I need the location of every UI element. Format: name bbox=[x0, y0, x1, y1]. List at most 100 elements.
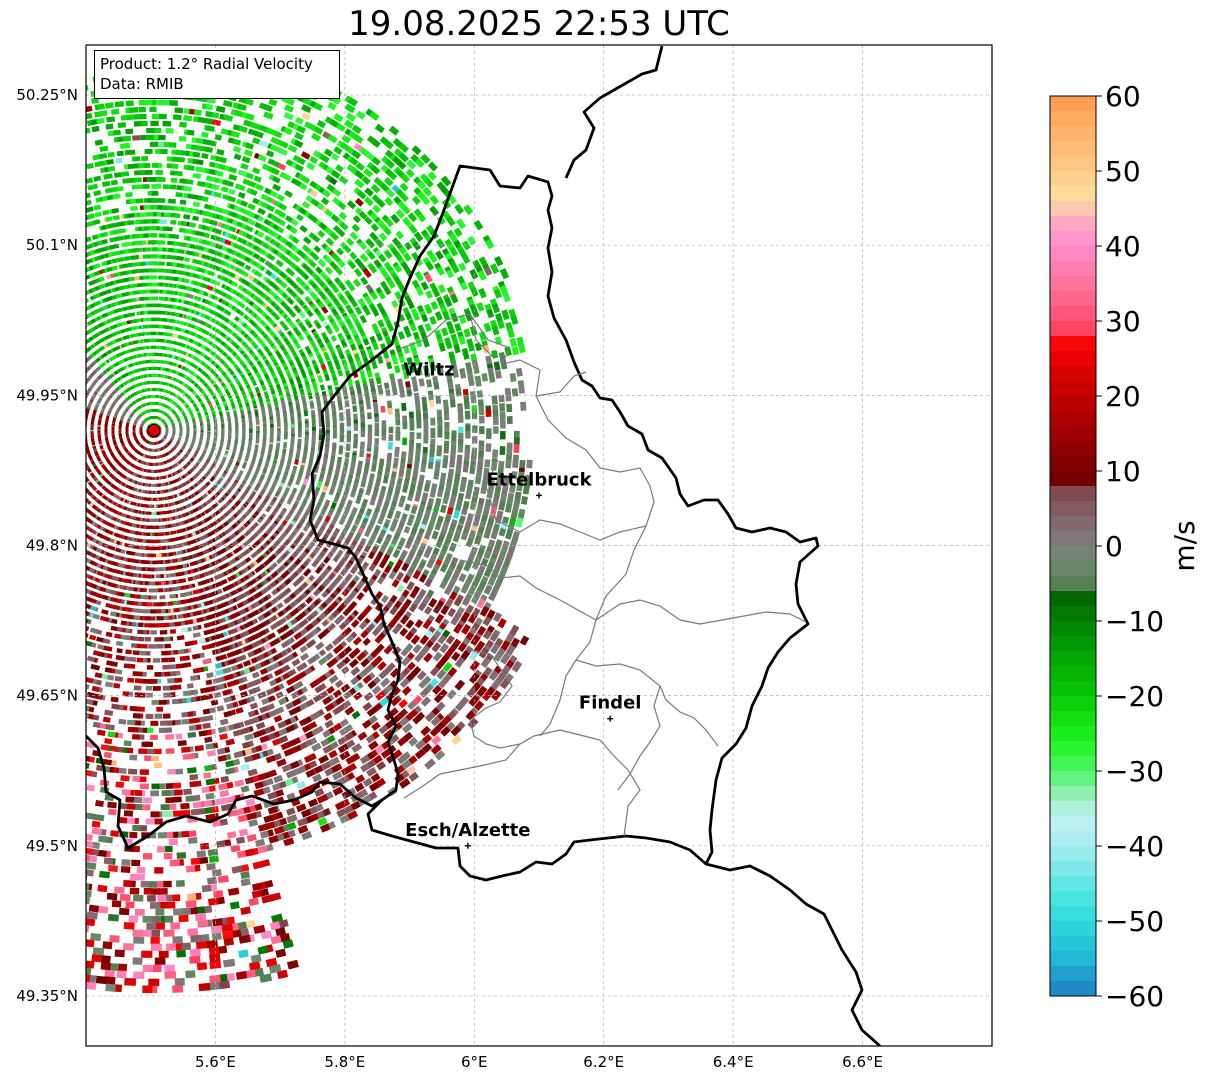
velocity-gate bbox=[346, 445, 351, 451]
velocity-gate bbox=[442, 460, 448, 469]
velocity-gate bbox=[175, 171, 183, 176]
velocity-gate bbox=[157, 198, 165, 203]
velocity-gate bbox=[290, 442, 294, 449]
velocity-gate bbox=[450, 399, 456, 407]
velocity-gate bbox=[513, 444, 519, 453]
velocity-gate bbox=[283, 442, 287, 448]
velocity-gate bbox=[154, 128, 161, 133]
velocity-gate bbox=[367, 412, 372, 419]
velocity-gate bbox=[479, 426, 484, 434]
velocity-gate bbox=[170, 220, 176, 225]
velocity-gate bbox=[402, 422, 407, 429]
velocity-gate bbox=[519, 460, 525, 469]
velocity-gate bbox=[326, 422, 330, 428]
velocity-gate bbox=[171, 178, 178, 183]
velocity-gate bbox=[277, 422, 281, 427]
velocity-gate bbox=[180, 200, 187, 205]
velocity-gate bbox=[162, 121, 171, 127]
velocity-gate bbox=[158, 247, 163, 251]
velocity-gate bbox=[407, 390, 413, 397]
velocity-gate bbox=[492, 395, 498, 404]
velocity-gate bbox=[177, 157, 185, 163]
velocity-gate bbox=[394, 450, 399, 457]
velocity-gate bbox=[499, 446, 505, 455]
velocity-gate bbox=[284, 434, 288, 439]
velocity-gate bbox=[475, 476, 482, 484]
velocity-gate bbox=[396, 433, 401, 441]
velocity-gate bbox=[366, 403, 371, 409]
velocity-gate bbox=[186, 179, 193, 185]
velocity-gate bbox=[472, 436, 478, 444]
velocity-gate bbox=[465, 431, 470, 438]
velocity-gate bbox=[465, 411, 471, 420]
velocity-gate bbox=[353, 442, 358, 448]
velocity-gate bbox=[512, 458, 519, 468]
velocity-gate bbox=[359, 449, 364, 457]
velocity-gate bbox=[368, 434, 372, 440]
velocity-gate bbox=[416, 422, 421, 429]
velocity-gate bbox=[361, 431, 365, 437]
velocity-gate bbox=[486, 443, 492, 452]
velocity-gate bbox=[284, 422, 288, 428]
velocity-gate bbox=[183, 115, 192, 121]
velocity-gate bbox=[163, 184, 170, 189]
velocity-gate bbox=[380, 406, 385, 413]
velocity-gate bbox=[402, 437, 407, 445]
velocity-gate bbox=[169, 142, 177, 147]
velocity-gate bbox=[518, 385, 525, 394]
velocity-gate bbox=[464, 401, 470, 409]
velocity-gate bbox=[155, 149, 161, 154]
velocity-gate bbox=[389, 427, 394, 434]
velocity-gate bbox=[429, 400, 435, 408]
velocity-gate bbox=[416, 433, 421, 439]
velocity-gate bbox=[388, 434, 393, 441]
velocity-gate bbox=[159, 240, 165, 244]
velocity-gate bbox=[458, 445, 464, 452]
velocity-gate bbox=[395, 412, 400, 419]
velocity-gate bbox=[449, 460, 455, 468]
velocity-gate bbox=[429, 449, 435, 457]
velocity-gate bbox=[437, 409, 442, 417]
velocity-gate bbox=[175, 192, 183, 197]
velocity-gate bbox=[464, 449, 470, 458]
velocity-gate bbox=[333, 432, 337, 438]
velocity-gate bbox=[174, 107, 183, 113]
velocity-gate bbox=[388, 408, 393, 415]
velocity-gate bbox=[409, 444, 414, 452]
velocity-gate bbox=[173, 114, 182, 120]
velocity-gate bbox=[312, 430, 316, 436]
velocity-gate bbox=[401, 403, 406, 411]
velocity-gate bbox=[499, 403, 505, 412]
velocity-gate bbox=[194, 109, 202, 115]
velocity-gate bbox=[165, 227, 172, 232]
velocity-gate bbox=[486, 409, 492, 417]
velocity-gate bbox=[159, 114, 167, 119]
velocity-gate bbox=[430, 418, 435, 426]
velocity-gate bbox=[339, 414, 344, 421]
velocity-gate bbox=[428, 462, 434, 469]
velocity-gate bbox=[155, 170, 163, 175]
velocity-gate bbox=[351, 398, 356, 404]
velocity-gate bbox=[507, 416, 513, 424]
velocity-gate bbox=[165, 128, 173, 134]
velocity-gate bbox=[510, 373, 517, 382]
velocity-gate bbox=[179, 136, 187, 142]
velocity-gate bbox=[161, 149, 168, 154]
velocity-gate bbox=[444, 432, 449, 440]
velocity-gate bbox=[475, 378, 481, 386]
velocity-gate bbox=[311, 442, 315, 448]
velocity-gate bbox=[305, 423, 309, 428]
velocity-gate bbox=[378, 388, 383, 394]
velocity-gate bbox=[444, 447, 449, 454]
velocity-gate bbox=[298, 433, 302, 438]
velocity-gate bbox=[493, 416, 499, 425]
velocity-gate bbox=[415, 402, 420, 409]
velocity-gate bbox=[436, 449, 442, 457]
velocity-gate bbox=[500, 420, 506, 428]
velocity-gate bbox=[297, 409, 301, 415]
velocity-gate bbox=[479, 416, 485, 424]
velocity-gate bbox=[159, 261, 165, 265]
velocity-gate bbox=[304, 410, 308, 416]
velocity-gate bbox=[158, 135, 166, 140]
velocity-gate bbox=[492, 449, 498, 458]
